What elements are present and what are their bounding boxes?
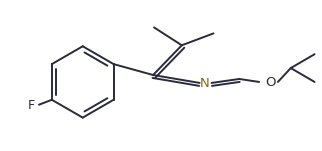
Text: N: N bbox=[200, 77, 210, 90]
Text: O: O bbox=[266, 76, 276, 89]
Text: F: F bbox=[27, 99, 34, 112]
